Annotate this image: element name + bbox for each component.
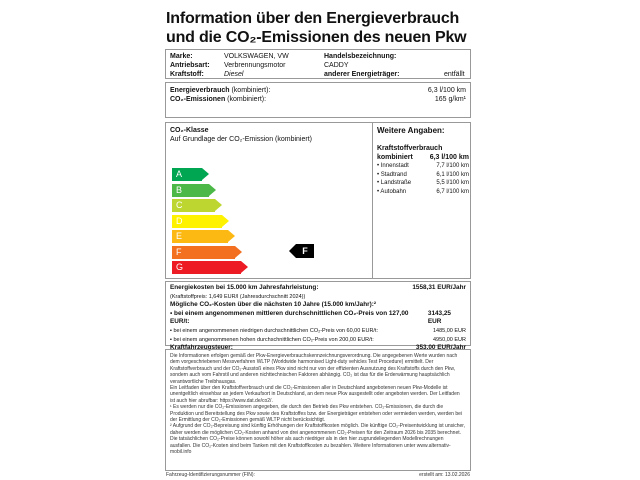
co2-class-bar-d: D	[172, 214, 228, 228]
page-title: Information über den Energieverbrauch un…	[166, 10, 467, 46]
co2-class-bar-a: A	[172, 168, 209, 181]
co2-class-box: CO₂-Klasse Auf Grundlage der CO₂-Emissio…	[165, 122, 471, 279]
consumption-item: • Autobahn 6,7 l/100 km	[377, 188, 469, 195]
co2-class-bar-e: E	[172, 230, 235, 243]
consumption-box: Energieverbrauch (kombiniert): 6,3 l/100 …	[165, 82, 471, 118]
consumption-item: • Landstraße 5,5 l/100 km	[377, 180, 469, 186]
co2-class-bar-c: C	[172, 199, 222, 212]
footer: Fahrzeug-Identifizierungsnummer (FIN): e…	[166, 472, 470, 478]
further-info: Weitere Angaben: Kraftstoffverbrauch kom…	[372, 123, 471, 278]
consumption-item: • Innenstadt 7,7 l/100 km	[377, 163, 469, 169]
notes-box: Die Informationen erfolgen gemäß der Pkw…	[165, 349, 471, 471]
vehicle-box: Marke: VOLKSWAGEN, VW Handelsbezeichnung: …	[165, 49, 471, 79]
co2-class-bar-f: F	[172, 245, 241, 259]
co2-class-bar-b: B	[172, 183, 215, 197]
current-class-indicator: F	[289, 244, 314, 258]
co2-class-bar-g: G	[172, 261, 248, 274]
co2-class-heading: CO₂-Klasse Auf Grundlage der CO₂-Emissio…	[170, 127, 312, 143]
costs-box: Energiekosten bei 15.000 km Jahresfahrle…	[165, 281, 471, 351]
consumption-item: • Stadtrand 6,1 l/100 km	[377, 171, 469, 178]
